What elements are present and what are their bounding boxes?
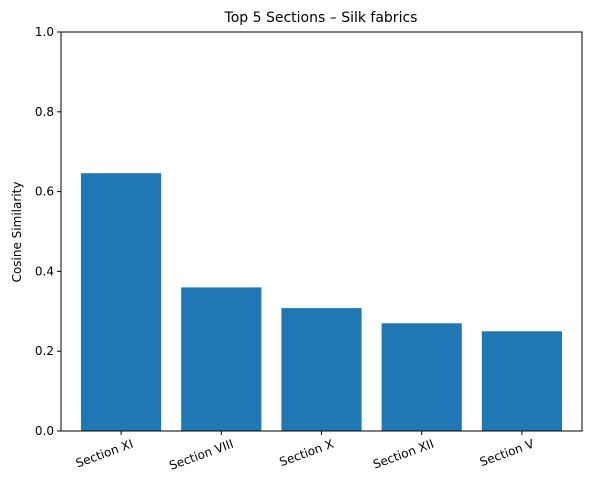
y-tick-label: 1.0 <box>35 25 54 39</box>
y-tick-label: 0.8 <box>35 105 54 119</box>
bars-group <box>81 173 562 432</box>
x-tick-label: Section V <box>478 436 537 469</box>
bar-section-viii <box>181 287 262 431</box>
bar-section-x <box>281 308 362 431</box>
x-tick-label: Section X <box>278 437 336 470</box>
y-axis: 0.0 0.2 0.4 0.6 0.8 1.0 <box>35 25 61 438</box>
bar-section-xi <box>81 173 162 431</box>
y-tick-label: 0.6 <box>35 185 54 199</box>
x-tick-label: Section XII <box>371 437 436 472</box>
bar-section-v <box>481 331 562 432</box>
plot-frame <box>60 31 583 432</box>
y-tick-label: 0.0 <box>35 424 54 438</box>
y-tick-label: 0.2 <box>35 344 54 358</box>
y-axis-label: Cosine Similarity <box>10 182 24 283</box>
x-tick-label: Section XI <box>74 437 135 471</box>
x-tick-label: Section VIII <box>167 437 235 473</box>
bar-section-xii <box>381 323 462 431</box>
y-tick-label: 0.4 <box>35 264 54 278</box>
chart-title: Top 5 Sections – Silk fabrics <box>224 10 418 26</box>
x-axis: Section XI Section VIII Section X Section X… <box>74 431 537 473</box>
